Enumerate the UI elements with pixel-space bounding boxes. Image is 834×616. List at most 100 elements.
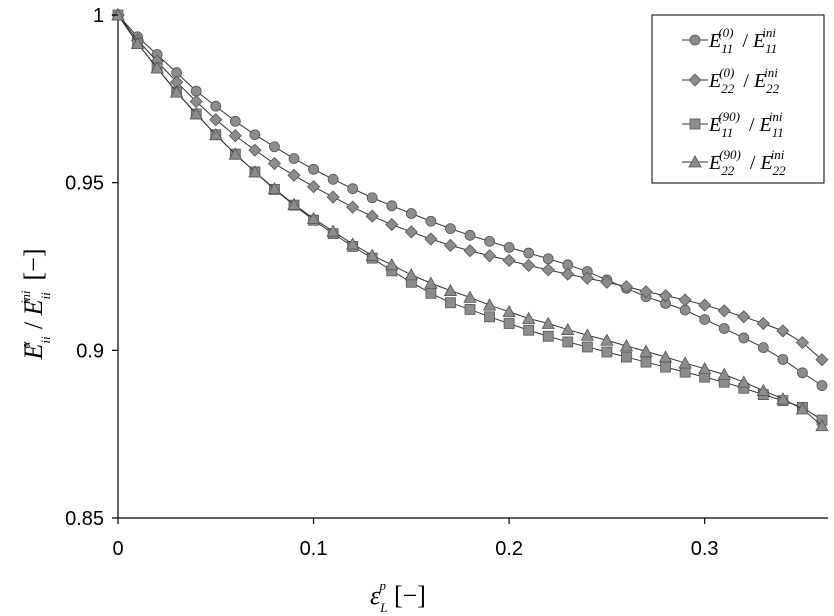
data-point bbox=[385, 218, 399, 232]
data-point bbox=[189, 107, 203, 120]
data-point bbox=[658, 289, 673, 303]
y-axis-title: Eiiα / Eiiini[−] bbox=[18, 248, 53, 360]
data-point bbox=[424, 232, 438, 246]
data-point bbox=[169, 85, 184, 98]
x-tick-label: 0 bbox=[112, 538, 123, 560]
data-point bbox=[404, 225, 418, 239]
data-point bbox=[346, 200, 360, 214]
data-point bbox=[130, 36, 145, 49]
data-point bbox=[503, 241, 515, 253]
data-point bbox=[699, 314, 711, 325]
data-point bbox=[621, 351, 632, 363]
data-point bbox=[561, 322, 575, 335]
data-point bbox=[797, 367, 808, 379]
data-point bbox=[776, 324, 790, 338]
data-point bbox=[679, 366, 691, 378]
data-point bbox=[738, 332, 750, 344]
data-point bbox=[267, 181, 282, 195]
data-point bbox=[445, 297, 456, 309]
data-point bbox=[269, 141, 280, 153]
data-point bbox=[249, 129, 261, 141]
data-point bbox=[150, 61, 164, 74]
data-point bbox=[210, 100, 222, 112]
plot-area bbox=[117, 15, 828, 519]
data-point bbox=[600, 275, 614, 289]
data-point bbox=[365, 248, 379, 261]
data-point bbox=[815, 353, 829, 367]
data-point bbox=[326, 224, 340, 237]
data-point bbox=[308, 163, 319, 175]
x-title-unit: [−] bbox=[394, 581, 426, 610]
data-point bbox=[326, 190, 340, 204]
series-1 bbox=[112, 9, 828, 391]
data-point bbox=[697, 361, 712, 375]
y-tick-label: 0.95 bbox=[65, 173, 104, 195]
data-point bbox=[445, 223, 456, 235]
legend-marker bbox=[688, 73, 702, 87]
data-point bbox=[561, 267, 575, 281]
series-4 bbox=[111, 8, 829, 432]
data-point bbox=[306, 211, 321, 224]
data-point bbox=[209, 113, 223, 127]
data-point bbox=[345, 237, 360, 250]
data-point bbox=[541, 316, 555, 329]
y-tick-label: 0.9 bbox=[76, 340, 104, 362]
data-point bbox=[815, 418, 829, 432]
data-point bbox=[386, 200, 398, 212]
y-title-sub: ii bbox=[38, 336, 53, 344]
data-point bbox=[640, 356, 652, 368]
data-point bbox=[541, 263, 555, 277]
legend-label-2: E22(0) / E22ini bbox=[708, 65, 780, 96]
y-tick-label: 1 bbox=[93, 5, 104, 27]
data-point bbox=[737, 310, 751, 324]
data-point bbox=[248, 165, 262, 178]
data-point bbox=[425, 287, 437, 299]
data-point bbox=[484, 235, 495, 247]
data-point bbox=[718, 323, 730, 334]
data-point bbox=[327, 173, 339, 185]
data-point bbox=[443, 283, 458, 297]
data-point bbox=[463, 290, 477, 303]
y-title-sup2: ini bbox=[18, 290, 33, 304]
data-point bbox=[503, 318, 515, 329]
data-point bbox=[601, 346, 613, 358]
data-point bbox=[424, 276, 438, 289]
data-point bbox=[523, 324, 535, 336]
data-point bbox=[502, 253, 516, 268]
data-point bbox=[347, 183, 359, 195]
x-tick-label: 0.1 bbox=[300, 538, 328, 560]
legend-marker bbox=[689, 34, 701, 46]
data-point bbox=[562, 336, 574, 348]
legend-items bbox=[682, 34, 708, 168]
data-point bbox=[639, 344, 653, 357]
y-tick-label: 0.85 bbox=[65, 508, 104, 530]
legend-marker bbox=[689, 118, 701, 130]
data-point bbox=[248, 143, 262, 157]
legend-label-1: E11(0) / E11ini bbox=[708, 25, 777, 56]
legend-label-4: E22(90) / E22ini bbox=[708, 147, 786, 178]
data-point bbox=[756, 316, 770, 331]
data-point bbox=[366, 192, 378, 204]
data-point bbox=[757, 342, 769, 354]
data-point bbox=[795, 402, 810, 415]
data-point bbox=[660, 361, 671, 373]
data-point bbox=[580, 328, 595, 341]
data-point bbox=[267, 156, 282, 171]
data-point bbox=[777, 353, 789, 365]
y-title-unit: [−] bbox=[19, 248, 48, 280]
data-point bbox=[443, 238, 458, 252]
data-point bbox=[542, 253, 554, 265]
data-point bbox=[523, 247, 535, 259]
data-point bbox=[678, 356, 692, 369]
data-point bbox=[756, 383, 771, 396]
x-title-main: ε bbox=[370, 581, 381, 610]
data-point bbox=[405, 208, 417, 219]
x-tick-label: 0.3 bbox=[691, 538, 719, 560]
x-title-sub: L bbox=[379, 600, 387, 615]
data-point bbox=[639, 285, 653, 299]
data-point bbox=[365, 209, 379, 223]
data-point bbox=[190, 85, 202, 97]
legend: E11(0) / E11ini E22(0) / E22ini E11(90) … bbox=[651, 14, 825, 184]
data-point bbox=[502, 304, 516, 318]
